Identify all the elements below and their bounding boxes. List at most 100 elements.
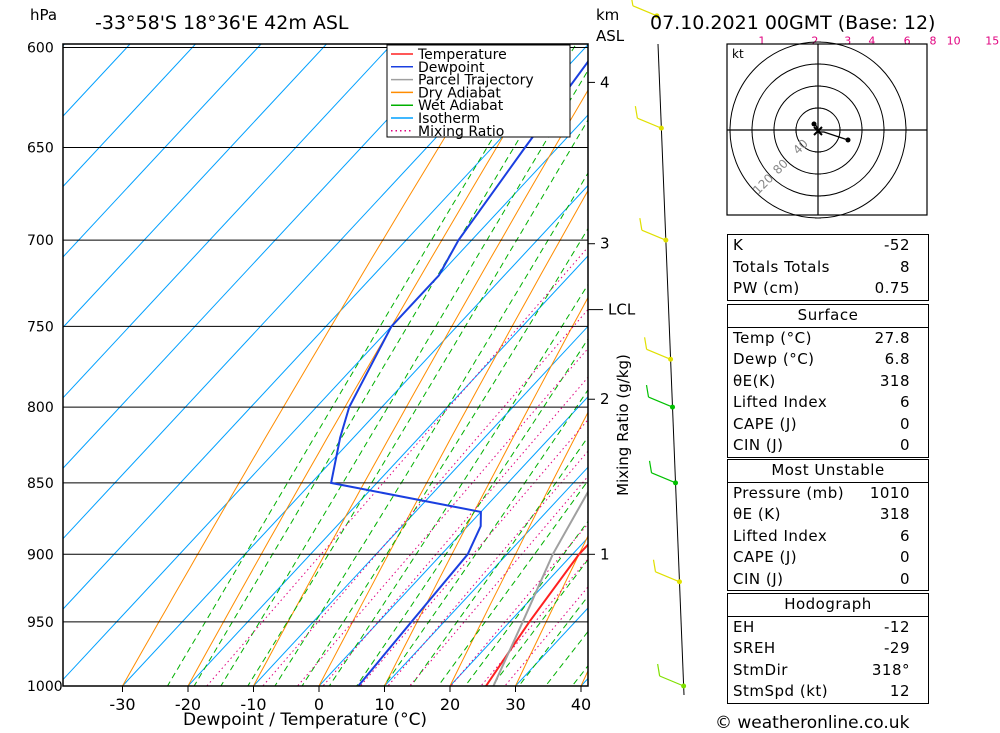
wet-adiabat-line [166, 44, 551, 686]
pressure-unit-label: hPa [30, 6, 57, 24]
wind-barb-staff [655, 571, 680, 583]
legend-entry: Parcel Trajectory [418, 73, 534, 89]
mixing-ratio-label: 8 [929, 34, 936, 47]
dry-adiabat-line [952, 0, 1000, 733]
index-row-k: K -52 [728, 235, 928, 257]
index-label: Totals Totals [733, 257, 830, 276]
row-label: SREH [733, 639, 776, 657]
dry-adiabat-line [383, 296, 588, 686]
surface-row: Temp (°C) 27.8 [728, 326, 928, 350]
isotherm-line [252, 325, 588, 686]
row-value: 27.8 [874, 328, 910, 347]
row-label: StmSpd (kt) [733, 682, 829, 700]
mixing-ratio-line [206, 246, 588, 686]
dry-adiabat-line [187, 44, 560, 686]
wind-barb-staff [651, 472, 676, 484]
index-value: -52 [884, 236, 910, 254]
x-tick-label: 30 [505, 695, 525, 714]
row-label: CIN (J) [733, 569, 784, 588]
index-value: 0.75 [874, 279, 910, 297]
row-label: CIN (J) [733, 436, 784, 454]
mixing-ratio-axis-title: Mixing Ratio (g/kg) [614, 354, 632, 496]
row-value: 318 [879, 505, 910, 523]
km-tick-label: 1 [600, 545, 610, 563]
wet-adiabat-line [220, 69, 588, 686]
row-label: θE (K) [733, 505, 781, 523]
isotherm-line [318, 396, 588, 686]
pressure-tick-label: 800 [27, 400, 54, 416]
wind-barb-flag [652, 559, 657, 572]
hodograph-unit: kt [732, 47, 744, 61]
pressure-tick-label: 850 [27, 476, 54, 492]
wind-barb-flag [645, 384, 650, 398]
hodograph-table-row: EH -12 [728, 615, 928, 639]
most-unstable-table: Most Unstable Pressure (mb) 1010 θE (K) 318… [727, 459, 929, 591]
row-label: CAPE (J) [733, 548, 798, 566]
row-label: CAPE (J) [733, 414, 798, 433]
row-value: 6 [899, 393, 910, 411]
row-label: Dewp (°C) [733, 350, 815, 368]
row-value: 318° [871, 660, 910, 679]
row-label: Lifted Index [733, 526, 828, 545]
wind-barb-flag [657, 663, 661, 677]
x-tick-label: 20 [440, 695, 460, 714]
wind-barb-staff [646, 348, 671, 360]
wind-barb-staff [641, 229, 667, 241]
wet-adiabat-line [274, 172, 588, 686]
dry-adiabat-line [318, 189, 588, 686]
most-unstable-row: CIN (J) 0 [728, 569, 928, 591]
wind-barb-staff [637, 117, 662, 129]
pressure-tick-label: 600 [27, 40, 54, 56]
hodograph-table-row: StmDir 318° [728, 660, 928, 682]
footer-copyright: © weatheronline.co.uk [715, 713, 910, 733]
row-value: 0 [899, 436, 910, 454]
mixing-ratio-label: 1 [758, 34, 765, 47]
mixing-ratio-label: 10 [947, 34, 961, 47]
dry-adiabat-line [121, 44, 503, 686]
row-value: 6.8 [884, 350, 910, 368]
wet-adiabat-line [328, 283, 588, 686]
x-axis-title: Dewpoint / Temperature (°C) [183, 710, 427, 730]
wind-barb-flag [648, 460, 653, 473]
mixing-ratio-label: 15 [985, 34, 999, 47]
legend-entry: Temperature [417, 47, 507, 63]
legend-entry: Mixing Ratio [418, 124, 504, 140]
wind-column-axis [657, 43, 685, 696]
most-unstable-row: CAPE (J) 0 [728, 547, 928, 569]
isotherm-line [383, 466, 588, 686]
plot-frame [62, 43, 589, 687]
hodograph-point [811, 121, 817, 127]
index-value: 8 [899, 257, 910, 276]
surface-row: Lifted Index 6 [728, 392, 928, 414]
wind-barb-flag [644, 337, 648, 350]
wet-adiabat-line [464, 520, 588, 686]
row-value: 0 [899, 414, 910, 433]
index-row-tt: Totals Totals 8 [728, 257, 928, 279]
height-unit-asl: ASL [596, 27, 625, 45]
wet-adiabat-line [355, 338, 588, 686]
hodograph-table-row: SREH -29 [728, 638, 928, 660]
surface-row: CIN (J) 0 [728, 435, 928, 457]
mixing-ratio-line [262, 308, 588, 686]
row-value: -12 [884, 617, 910, 636]
mixing-ratio-line [387, 450, 588, 686]
x-tick-label: -10 [240, 695, 266, 714]
dry-adiabat-line [514, 534, 588, 686]
pressure-tick-label: 900 [27, 547, 54, 563]
mixing-ratio-label: 6 [904, 34, 911, 47]
isotherm-line [121, 184, 588, 686]
surface-row: Dewp (°C) 6.8 [728, 349, 928, 371]
row-value: 12 [889, 682, 910, 700]
wind-barbs-column [631, 0, 687, 696]
hodograph-table: Hodograph EH -12 SREH -29 StmDir 318° StmSpd (… [727, 593, 929, 704]
x-tick-label: 0 [314, 695, 324, 714]
row-value: 318 [879, 371, 910, 390]
location-title: -33°58'S 18°36'E 42m ASL [95, 12, 349, 34]
row-label: EH [733, 617, 755, 636]
pressure-tick-label: 750 [27, 319, 54, 335]
hodograph-table-row: StmSpd (kt) 12 [728, 681, 928, 703]
mixing-ratio-line [322, 376, 588, 686]
wet-adiabat-line [491, 558, 588, 686]
